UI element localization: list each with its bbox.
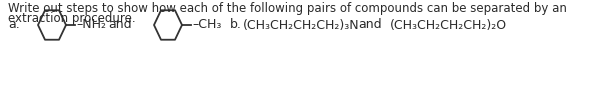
Text: b.: b. (230, 19, 242, 31)
Text: Write out steps to show how each of the following pairs of compounds can be sepa: Write out steps to show how each of the … (8, 2, 567, 15)
Text: –CH₃: –CH₃ (192, 19, 221, 31)
Text: and: and (358, 19, 382, 31)
Text: (CH₃CH₂CH₂CH₂)₂O: (CH₃CH₂CH₂CH₂)₂O (390, 19, 507, 31)
Text: (CH₃CH₂CH₂CH₂)₃N: (CH₃CH₂CH₂CH₂)₃N (243, 19, 359, 31)
Text: –NH₂: –NH₂ (76, 19, 106, 31)
Text: extraction procedure.: extraction procedure. (8, 12, 136, 25)
Text: and: and (108, 19, 131, 31)
Text: a.: a. (8, 19, 20, 31)
